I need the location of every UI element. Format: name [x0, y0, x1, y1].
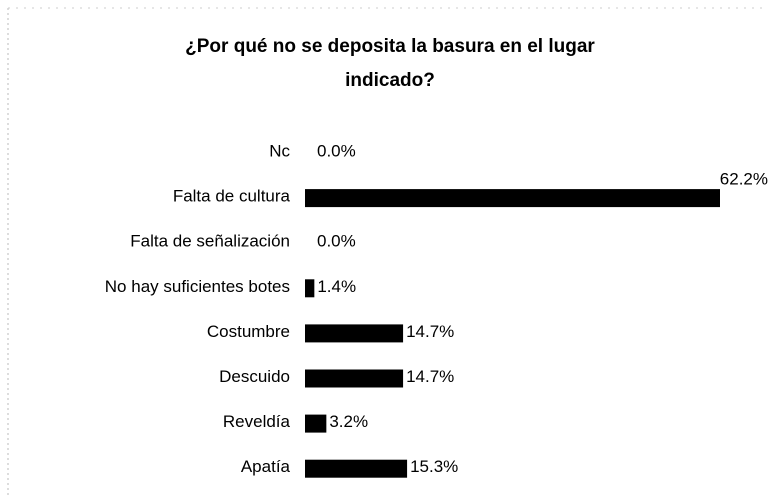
value-label: 0.0%: [317, 232, 356, 251]
category-label: No hay suficientes botes: [105, 277, 290, 296]
value-label: 14.7%: [406, 367, 454, 386]
bar: [305, 279, 315, 298]
category-label: Descuido: [219, 367, 290, 386]
bar: [305, 369, 404, 388]
bar: [305, 414, 327, 433]
value-label: 62.2%: [720, 170, 768, 189]
category-label: Apatía: [241, 457, 291, 476]
value-label: 0.0%: [317, 141, 356, 160]
chart-title: ¿Por qué no se deposita la basura en el …: [185, 36, 595, 57]
chart-title-continued: indicado?: [345, 70, 435, 91]
value-label: 14.7%: [406, 322, 454, 341]
category-label: Falta de señalización: [130, 232, 290, 251]
category-label: Costumbre: [207, 322, 290, 341]
bar: [305, 459, 408, 478]
category-label: Reveldía: [223, 412, 291, 431]
value-label: 1.4%: [317, 277, 356, 296]
value-label: 15.3%: [410, 457, 458, 476]
value-label: 3.2%: [329, 412, 368, 431]
category-label: Falta de cultura: [173, 187, 291, 206]
bar: [305, 324, 404, 343]
category-label: Nc: [269, 141, 290, 160]
bar: [305, 189, 720, 208]
